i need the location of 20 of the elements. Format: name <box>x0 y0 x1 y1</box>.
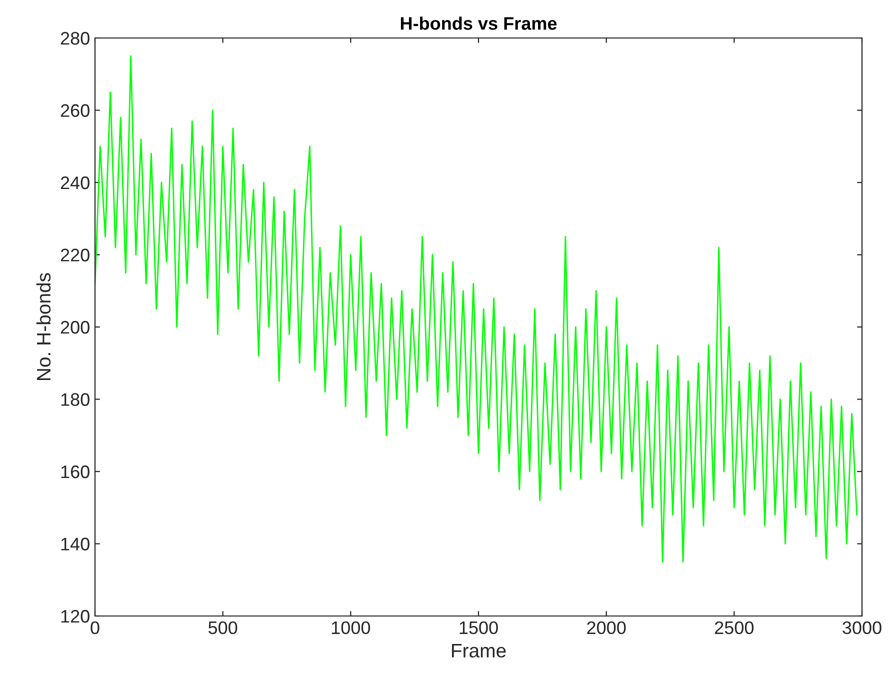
line-series <box>95 55 858 563</box>
y-tick-label: 220 <box>60 248 90 262</box>
y-tick-label: 120 <box>61 610 90 623</box>
x-tick-label: 2500 <box>714 621 754 634</box>
x-tick-label: 2000 <box>587 621 626 634</box>
y-tick-label: 240 <box>60 176 90 190</box>
chart-title: H-bonds vs Frame <box>400 16 557 30</box>
y-tick-label: 180 <box>61 393 90 406</box>
y-axis-title: No. H-bonds <box>36 273 51 380</box>
x-tick-label: 1500 <box>460 621 498 634</box>
y-tick-label: 200 <box>60 320 90 334</box>
y-tick-label: 280 <box>60 32 90 45</box>
x-tick-label: 1000 <box>332 621 370 634</box>
x-tick-label: 3000 <box>842 621 882 634</box>
x-tick-label: 500 <box>208 621 238 634</box>
x-axis-title: Frame <box>452 644 506 658</box>
y-tick-label: 160 <box>61 465 90 478</box>
x-tick-label: 0 <box>90 621 100 634</box>
y-tick-label: 260 <box>60 104 90 117</box>
y-tick-label: 140 <box>61 538 90 550</box>
